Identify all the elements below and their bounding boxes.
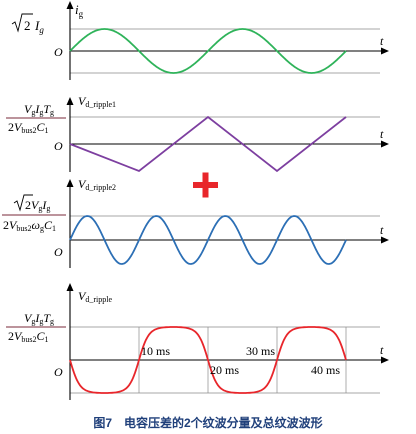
- time-mark-label: 30 ms: [246, 344, 275, 358]
- origin-label: O: [54, 365, 63, 379]
- fraction-numerator: VgIgTg: [24, 102, 54, 117]
- ig-sine-wave: [69, 28, 347, 74]
- y-axis-var: V: [78, 94, 87, 108]
- y-axis-arrow: [66, 283, 74, 291]
- origin-label: O: [54, 139, 63, 153]
- t-axis-arrow: [381, 236, 389, 244]
- total-level-label: VgIgTg 2Vbus2C1: [6, 311, 66, 344]
- y-axis-subscript: d_ripple1: [85, 100, 116, 109]
- plus-operator-icon: [193, 172, 218, 198]
- y-axis-var: i: [75, 2, 79, 17]
- fraction-numerator: VgIgTg: [24, 311, 54, 326]
- origin-label: O: [54, 45, 63, 59]
- t-axis-arrow: [381, 140, 389, 148]
- time-mark-label: 40 ms: [311, 363, 340, 377]
- figure-caption: 图7 电容压差的2个纹波分量及总纹波波形: [93, 415, 322, 430]
- y-axis-subscript: d_ripple2: [85, 183, 116, 192]
- y-axis-label: Vd_ripple1: [78, 94, 116, 109]
- peak-level-label: 2 Ig: [11, 13, 44, 35]
- y-axis-label: Vd_ripple: [78, 289, 112, 304]
- ripple1-level-label: VgIgTg 2Vbus2C1: [6, 102, 66, 135]
- y-axis-subscript: g: [79, 9, 84, 19]
- panel-total-ripple: Vd_ripple t O VgIgTg 2Vbus2C1 10 ms 20 m…: [6, 283, 389, 400]
- panel-ripple2: Vd_ripple2 t O 2VgIg 2Vbus2ωgC1: [2, 177, 389, 268]
- total-ripple-wave: [69, 326, 347, 394]
- y-axis-var: V: [78, 289, 87, 303]
- fraction-denominator: 2Vbus2C1: [8, 329, 48, 344]
- y-axis-label: ig: [75, 2, 84, 19]
- panel-ripple1: Vd_ripple1 t O VgIgTg 2Vbus2C1: [6, 94, 389, 173]
- y-axis-arrow: [66, 1, 74, 9]
- t-axis-label: t: [380, 127, 384, 141]
- y-axis-var: V: [78, 177, 87, 191]
- sqrt-radicand: 2: [24, 18, 31, 33]
- y-axis-subscript: d_ripple: [85, 295, 112, 304]
- sqrt-icon: [13, 194, 33, 212]
- t-axis-arrow: [381, 47, 389, 55]
- ripple2-level-label: 2VgIg 2Vbus2ωgC1: [2, 194, 66, 233]
- time-mark-label: 20 ms: [210, 363, 239, 377]
- fraction-numerator: 2VgIg: [25, 198, 50, 213]
- y-axis-arrow: [66, 97, 74, 105]
- t-axis-label: t: [380, 34, 384, 48]
- y-axis-arrow: [66, 179, 74, 187]
- sqrt-icon: [11, 13, 33, 33]
- y-axis-label: Vd_ripple2: [78, 177, 116, 192]
- panel-grid-current: ig t O 2 Ig: [11, 1, 389, 80]
- time-mark-label: 10 ms: [141, 344, 170, 358]
- origin-label: O: [54, 245, 63, 259]
- peak-current-symbol: Ig: [34, 18, 44, 35]
- t-axis-label: t: [380, 223, 384, 237]
- fraction-denominator: 2Vbus2C1: [8, 120, 48, 135]
- ripple1-triangle-wave: [69, 115, 347, 173]
- t-axis-label: t: [380, 343, 384, 357]
- t-axis-arrow: [381, 356, 389, 364]
- fraction-denominator: 2Vbus2ωgC1: [3, 218, 56, 233]
- ripple2-sine-wave: [69, 215, 347, 265]
